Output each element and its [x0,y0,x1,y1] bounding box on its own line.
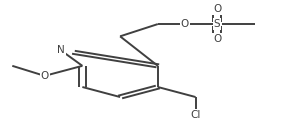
Text: O: O [41,71,49,81]
Text: O: O [213,34,221,44]
Text: O: O [181,19,189,29]
Text: O: O [213,4,221,14]
Text: Cl: Cl [190,110,201,120]
Text: S: S [214,19,221,29]
Text: N: N [57,45,65,55]
